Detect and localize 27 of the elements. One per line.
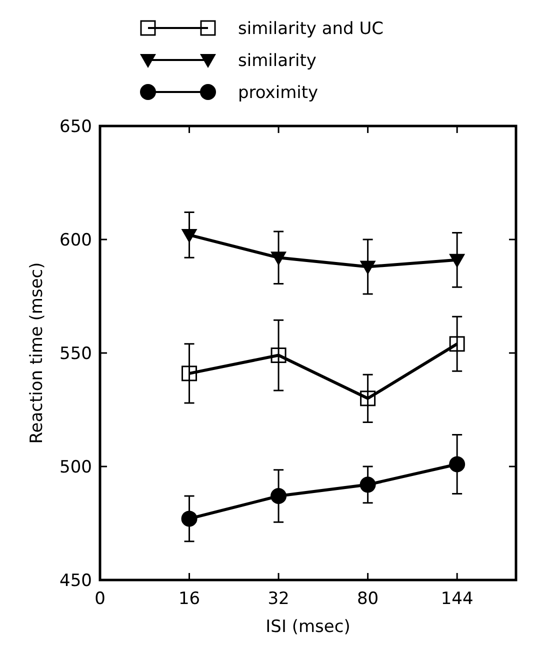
point xyxy=(181,510,198,527)
y-axis-title: Reaction time (msec) xyxy=(27,262,47,444)
y-tick-label: 600 xyxy=(60,230,92,250)
point xyxy=(360,260,376,275)
point xyxy=(181,228,198,243)
point xyxy=(449,336,465,352)
y-tick-label: 550 xyxy=(60,344,92,364)
y-tick-label: 650 xyxy=(60,117,92,137)
legend-label: similarity and UC xyxy=(238,19,384,39)
point xyxy=(182,366,198,382)
point xyxy=(360,390,376,406)
x-tick-label: 16 xyxy=(178,589,200,609)
y-tick-label: 500 xyxy=(60,458,92,478)
point xyxy=(360,476,376,493)
x-tick-label: 32 xyxy=(268,589,290,609)
y-tick-label: 450 xyxy=(60,571,92,591)
legend-label: similarity xyxy=(238,51,316,71)
x-tick-label: 0 xyxy=(94,589,106,609)
point xyxy=(449,456,466,472)
point xyxy=(270,488,287,504)
point xyxy=(449,254,466,268)
legend-label: proximity xyxy=(238,83,318,103)
point xyxy=(270,348,286,364)
x-tick-label: 80 xyxy=(356,589,379,609)
point xyxy=(270,252,287,266)
x-axis-title: ISI (msec) xyxy=(266,617,350,637)
x-tick-label: 144 xyxy=(440,589,474,609)
